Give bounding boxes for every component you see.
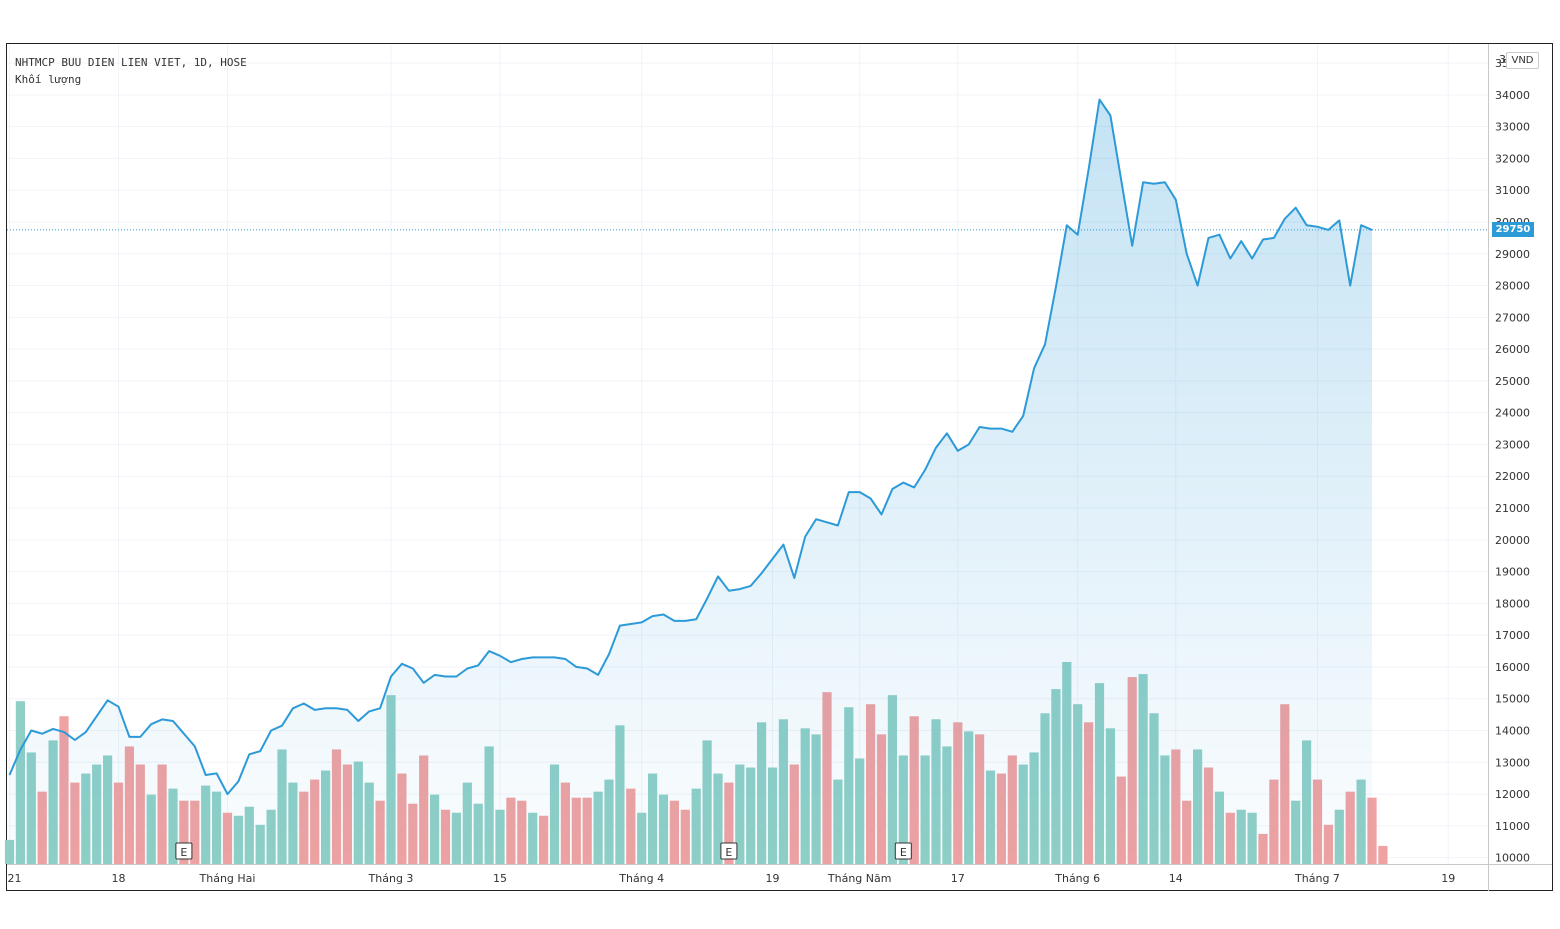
y-tick-label: 27000 xyxy=(1495,311,1530,324)
y-tick-label: 16000 xyxy=(1495,661,1530,674)
earnings-marker-box xyxy=(720,842,738,860)
y-tick-label: 29000 xyxy=(1495,248,1530,261)
y-tick-label: 17000 xyxy=(1495,629,1530,642)
x-tick-label: 14 xyxy=(1169,872,1183,885)
volume-bar xyxy=(1378,845,1388,864)
y-tick-label: 18000 xyxy=(1495,597,1530,610)
earnings-marker-label: E xyxy=(900,846,907,859)
x-axis: 21 18 Tháng Hai Tháng 3 15 Tháng 4 19 Tháng Năm… xyxy=(7,864,1552,885)
currency-badge[interactable]: VND xyxy=(1506,52,1539,69)
price-area-fill xyxy=(9,99,1372,865)
price-area xyxy=(7,98,1488,865)
x-tick-label: 18 xyxy=(112,872,126,885)
earnings-marker-box xyxy=(175,842,193,860)
earnings-marker-box xyxy=(894,842,912,860)
volume-legend: Khối lượng xyxy=(15,73,82,86)
x-tick-label: Tháng Năm xyxy=(827,872,892,885)
y-tick-label: 11000 xyxy=(1495,820,1530,833)
y-tick-label: 31000 xyxy=(1495,184,1530,197)
x-tick-label: Tháng 4 xyxy=(618,872,664,885)
y-tick-label: 23000 xyxy=(1495,438,1530,451)
last-price-label: 29750 xyxy=(1492,221,1534,237)
chart-title: NHTMCP BUU DIEN LIEN VIET, 1D, HOSE xyxy=(15,56,247,69)
x-tick-label: Tháng Hai xyxy=(199,872,256,885)
y-tick-label: 21000 xyxy=(1495,502,1530,515)
earnings-marker-label: E xyxy=(180,846,187,859)
x-tick-label: 19 xyxy=(1441,872,1455,885)
y-tick-label: 14000 xyxy=(1495,725,1530,738)
earnings-marker-label: E xyxy=(725,846,732,859)
y-tick-label: 34000 xyxy=(1495,89,1530,102)
y-tick-label: 10000 xyxy=(1495,852,1530,865)
earnings-marker: E xyxy=(720,842,738,860)
y-axis: 10000 11000 12000 13000 14000 15000 16000 17000… xyxy=(1488,44,1530,891)
x-tick-label: Tháng 3 xyxy=(368,872,414,885)
y-tick-label: 13000 xyxy=(1495,756,1530,769)
x-tick-label: 19 xyxy=(766,872,780,885)
y-tick-label: 12000 xyxy=(1495,788,1530,801)
price-line xyxy=(8,98,1373,796)
y-tick-label: 25000 xyxy=(1495,375,1530,388)
x-tick-label: 15 xyxy=(493,872,507,885)
y-tick-label: 22000 xyxy=(1495,470,1530,483)
y-tick-label: 20000 xyxy=(1495,534,1530,547)
earnings-marker: E xyxy=(894,842,912,860)
x-tick-label: 21 xyxy=(8,872,22,885)
y-tick-label: 33000 xyxy=(1495,121,1530,134)
y-tick-label: 32000 xyxy=(1495,152,1530,165)
x-tick-label: Tháng 7 xyxy=(1294,872,1340,885)
y-tick-label: 24000 xyxy=(1495,407,1530,420)
y-tick-label: 15000 xyxy=(1495,693,1530,706)
y-tick-label: 26000 xyxy=(1495,343,1530,356)
x-tick-label: Tháng 6 xyxy=(1054,872,1100,885)
y-tick-label-top: 3 xyxy=(1499,53,1506,66)
y-tick-label: 19000 xyxy=(1495,566,1530,579)
y-tick-label: 28000 xyxy=(1495,280,1530,293)
earnings-marker: E xyxy=(175,842,193,860)
x-tick-label: 17 xyxy=(951,872,965,885)
